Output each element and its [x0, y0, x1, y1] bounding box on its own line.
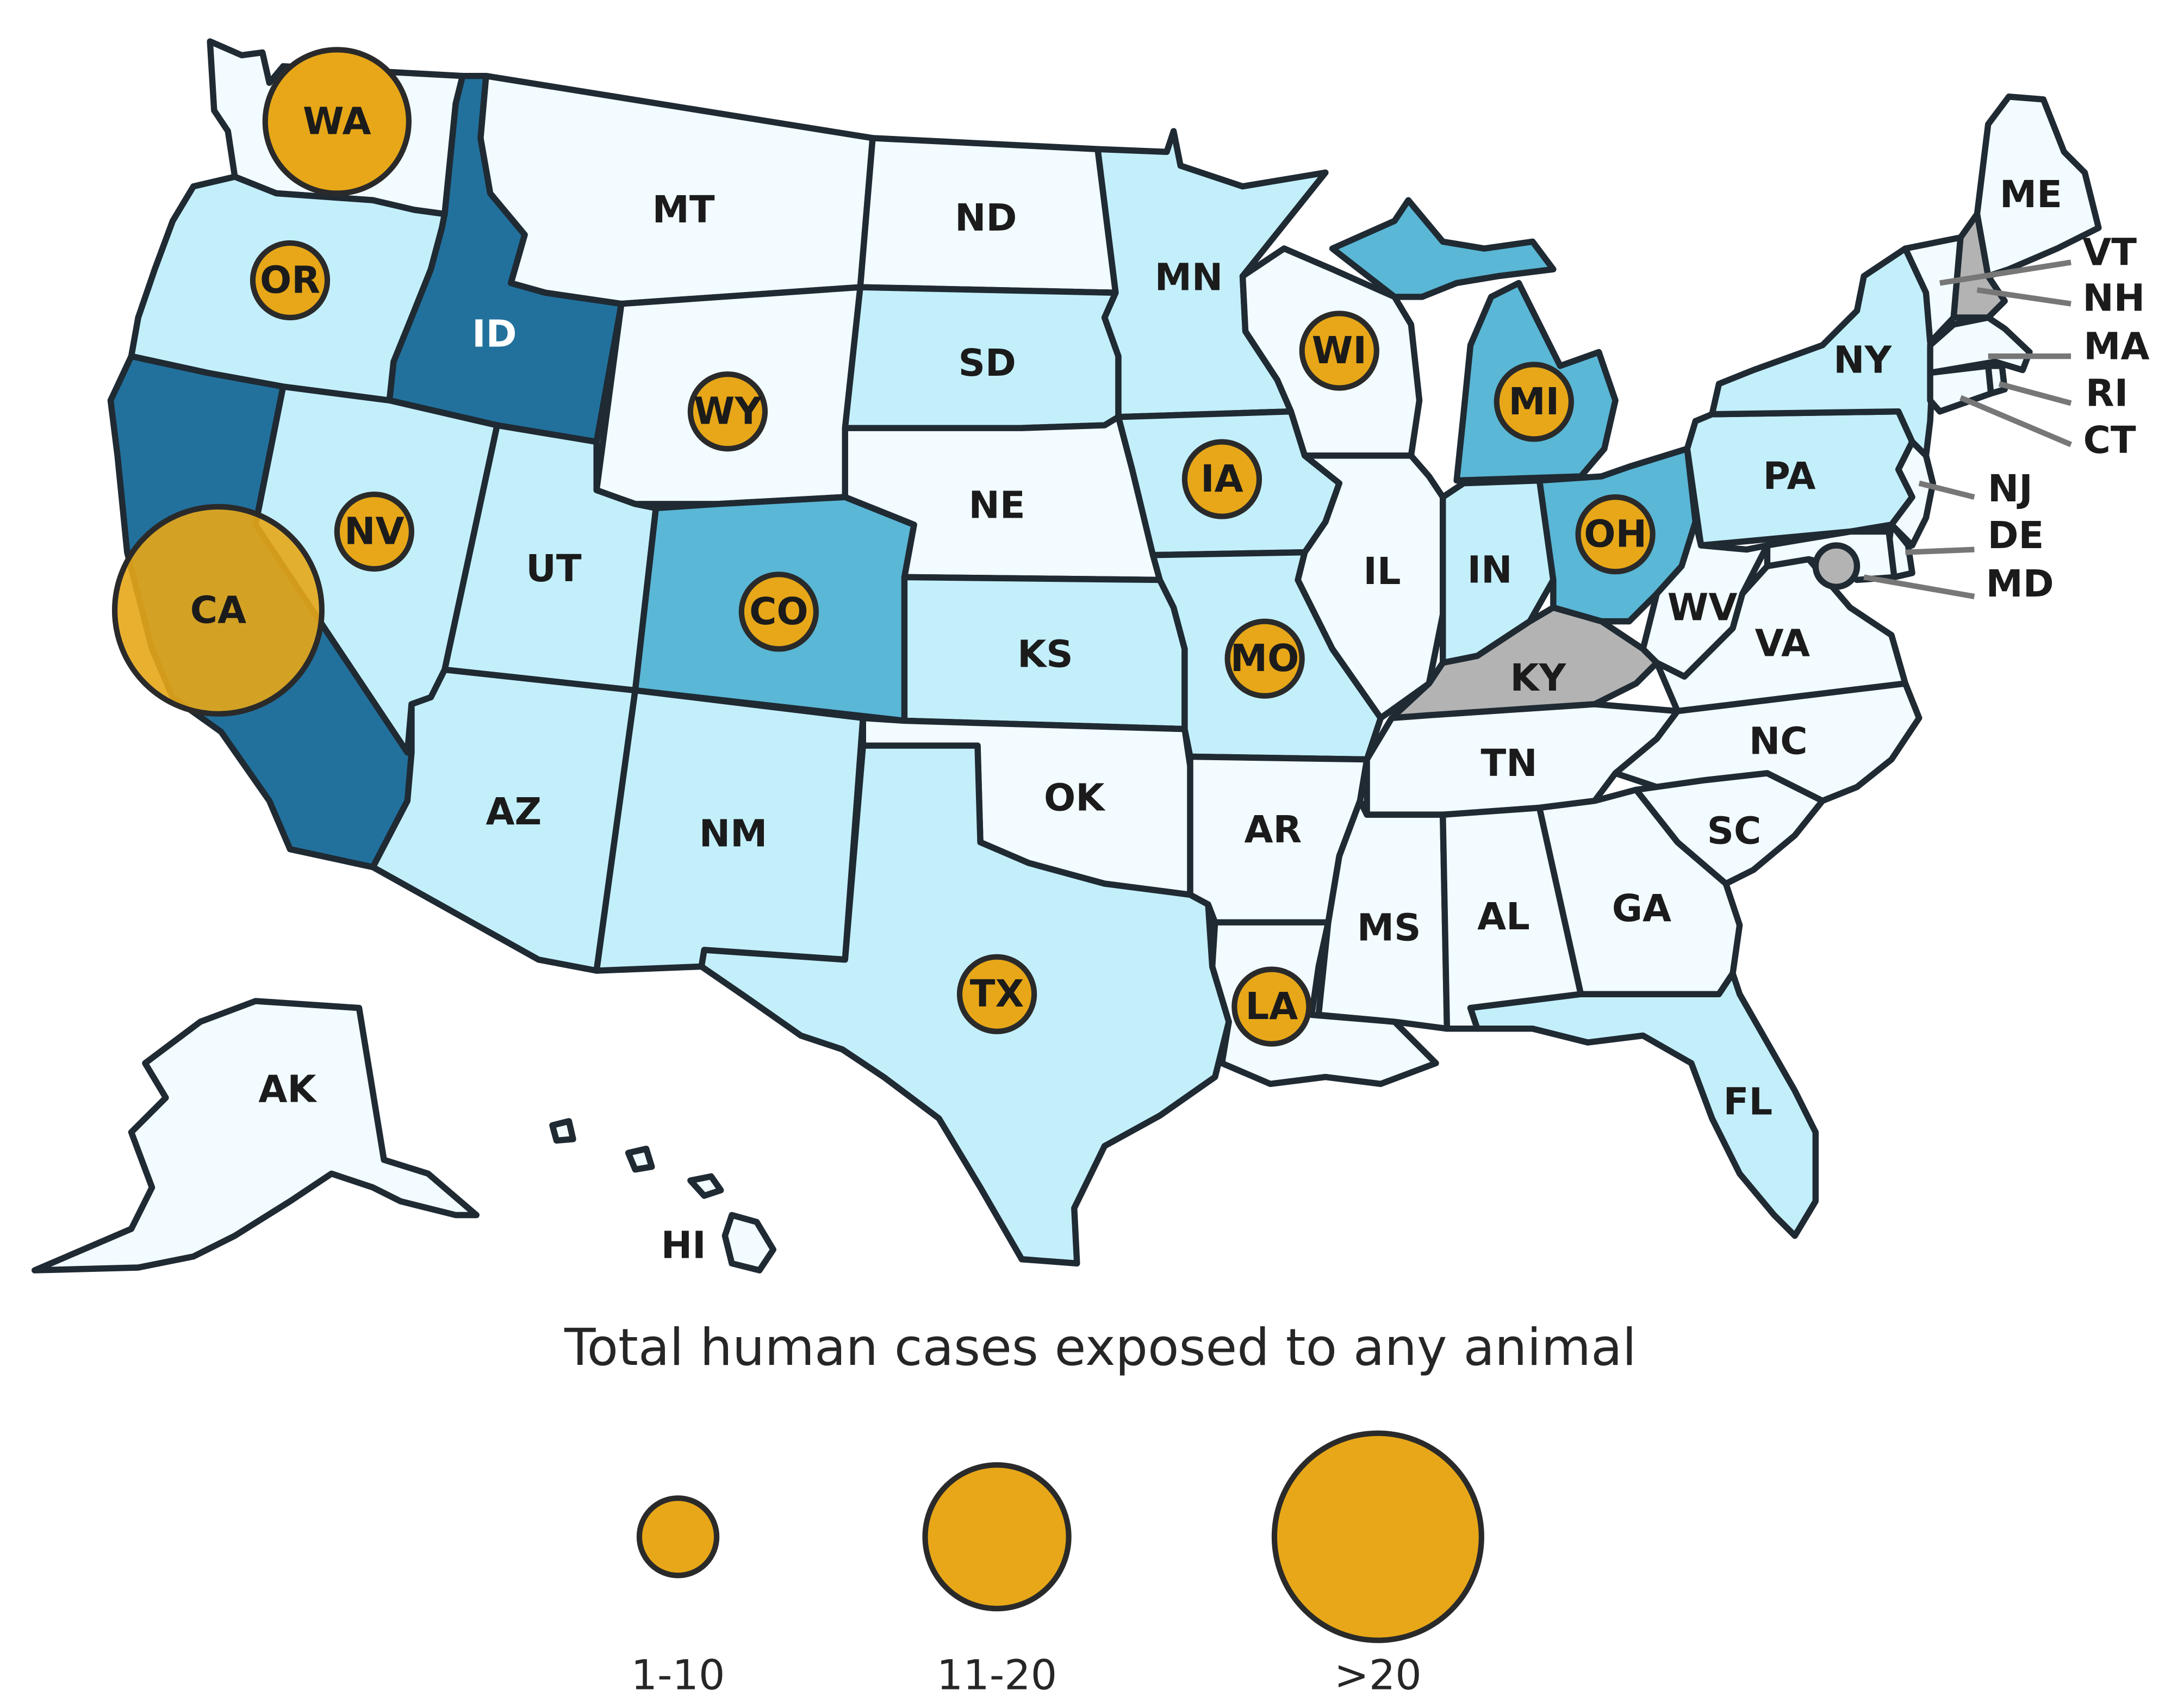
- label-nm: NM: [699, 812, 768, 856]
- label-mn: MN: [1155, 256, 1223, 299]
- leader-ct: [1959, 395, 2073, 448]
- leader-de: [1905, 546, 1975, 555]
- state-vt[interactable]: [1902, 234, 1964, 346]
- label-al: AL: [1477, 895, 1530, 939]
- label-wv: WV: [1668, 586, 1738, 629]
- label-nj: NJ: [1988, 467, 2033, 511]
- state-hi-kauai[interactable]: [549, 1118, 576, 1144]
- label-ia: IA: [1200, 457, 1243, 501]
- label-tx: TX: [970, 972, 1024, 1016]
- label-ne: NE: [968, 483, 1025, 527]
- bubble-tx[interactable]: [956, 954, 1037, 1034]
- state-hi-oahu[interactable]: [625, 1145, 655, 1173]
- bubble-mo[interactable]: [1224, 618, 1305, 699]
- bubble-wa[interactable]: [262, 47, 412, 196]
- legend-label-medium: 11-20: [937, 1651, 1057, 1699]
- label-ma: MA: [2083, 325, 2149, 368]
- leader-nh: [1976, 287, 2071, 307]
- legend-bubble-large: [1271, 1430, 1484, 1643]
- state-hi-big[interactable]: [721, 1212, 776, 1274]
- label-de: DE: [1988, 514, 2044, 557]
- label-wy: WY: [694, 390, 763, 433]
- label-id: ID: [472, 312, 517, 356]
- bubble-la[interactable]: [1231, 966, 1312, 1047]
- state-ak[interactable]: [32, 998, 480, 1274]
- legend-bubble-medium: [922, 1462, 1072, 1612]
- label-sd: SD: [959, 341, 1016, 385]
- label-ut: UT: [526, 547, 582, 591]
- label-ky: KY: [1510, 656, 1567, 700]
- bubble-md-gray[interactable]: [1812, 542, 1861, 590]
- label-mi: MI: [1508, 380, 1559, 424]
- label-ri: RI: [2086, 372, 2128, 415]
- label-wa: WA: [303, 100, 371, 143]
- label-in: IN: [1467, 549, 1513, 592]
- state-fl[interactable]: [1467, 970, 1819, 1239]
- bubble-ca[interactable]: [111, 504, 325, 717]
- case-bubbles: [111, 47, 1861, 1047]
- label-ct: CT: [2083, 419, 2136, 462]
- label-ca: CA: [190, 588, 246, 632]
- leader-md: [1863, 574, 1975, 599]
- label-ok: OK: [1044, 777, 1106, 820]
- label-oh: OH: [1584, 513, 1647, 556]
- bubble-or[interactable]: [250, 240, 331, 321]
- label-ny: NY: [1833, 339, 1892, 382]
- label-mt: MT: [652, 188, 715, 232]
- label-ks: KS: [1017, 633, 1073, 676]
- label-wi: WI: [1312, 329, 1367, 372]
- label-mo: MO: [1230, 637, 1299, 680]
- label-sc: SC: [1707, 810, 1762, 853]
- label-pa: PA: [1763, 455, 1816, 498]
- label-il: IL: [1363, 550, 1401, 593]
- bubble-wi[interactable]: [1299, 310, 1379, 391]
- label-nh: NH: [2082, 276, 2145, 320]
- label-co: CO: [749, 590, 808, 633]
- label-hi: HI: [661, 1223, 706, 1267]
- label-nd: ND: [955, 196, 1017, 240]
- label-tn: TN: [1481, 742, 1538, 785]
- bubble-nv[interactable]: [334, 491, 415, 572]
- label-ms: MS: [1357, 906, 1421, 949]
- label-la: LA: [1246, 985, 1298, 1028]
- label-az: AZ: [486, 790, 542, 834]
- bubble-mi[interactable]: [1494, 362, 1574, 442]
- legend-label-large: >20: [1334, 1651, 1422, 1699]
- bubble-oh[interactable]: [1575, 494, 1656, 575]
- label-md: MD: [1986, 562, 2054, 606]
- label-va: VA: [1755, 622, 1810, 665]
- leader-ri: [1998, 381, 2072, 406]
- legend-label-small: 1-10: [631, 1651, 725, 1699]
- label-ar: AR: [1244, 808, 1302, 852]
- label-vt: VT: [2082, 231, 2137, 275]
- label-fl: FL: [1724, 1080, 1773, 1123]
- legend-bubble-small: [636, 1495, 720, 1579]
- label-or: OR: [260, 258, 320, 302]
- label-ga: GA: [1612, 887, 1671, 930]
- label-nv: NV: [344, 510, 404, 554]
- label-ak: AK: [258, 1067, 318, 1111]
- bubble-co[interactable]: [738, 572, 819, 652]
- bubble-ia[interactable]: [1181, 439, 1262, 519]
- legend: Total human cases exposed to any animal …: [564, 1318, 1637, 1699]
- state-il[interactable]: [1295, 452, 1446, 722]
- state-hi-maui[interactable]: [687, 1173, 724, 1199]
- label-me: ME: [2000, 173, 2062, 216]
- state-labels: WA OR CA ID NV MT WY UT AZ CO NM ND SD N…: [190, 100, 2150, 1267]
- leader-lines: [1863, 259, 2073, 599]
- label-nc: NC: [1749, 720, 1808, 763]
- leader-nj: [1918, 480, 1975, 500]
- bubble-wy[interactable]: [687, 371, 768, 452]
- state-mi-upper[interactable]: [1329, 197, 1557, 300]
- leader-vt: [1939, 259, 2071, 286]
- legend-title: Total human cases exposed to any animal: [564, 1318, 1637, 1377]
